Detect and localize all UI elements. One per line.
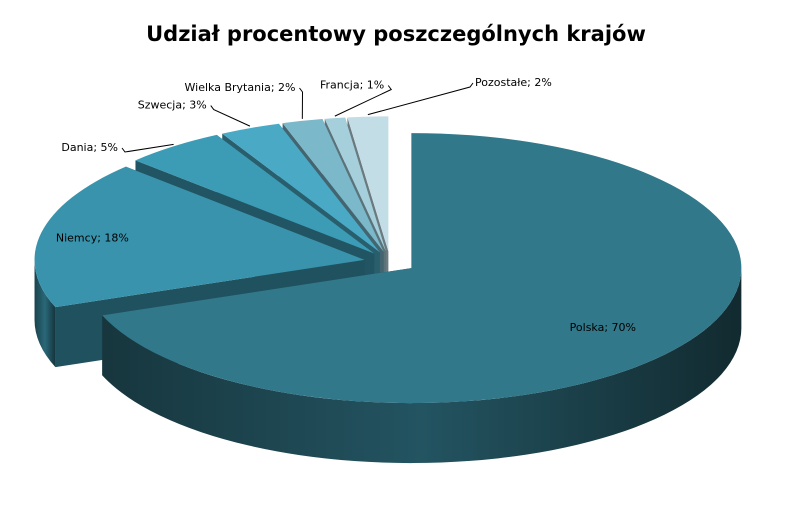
slice-side	[34, 259, 56, 368]
slice-side	[102, 268, 742, 464]
slice	[222, 123, 380, 253]
data-label: Dania; 5%	[61, 141, 118, 154]
slice	[102, 133, 742, 404]
data-label: Polska; 70%	[570, 321, 636, 334]
slice	[282, 119, 384, 252]
data-label: Wielka Brytania; 2%	[185, 81, 296, 94]
slice	[135, 134, 375, 254]
data-label: Francja; 1%	[320, 79, 384, 92]
slice	[324, 117, 386, 252]
chart-title: Udział procentowy poszczególnych krajów	[146, 22, 646, 46]
data-label: Szwecja; 3%	[138, 99, 207, 112]
slice	[34, 166, 365, 308]
slice	[347, 116, 389, 252]
leader-line	[121, 143, 174, 153]
data-label: Niemcy; 18%	[56, 232, 129, 245]
leader-line	[334, 85, 393, 117]
data-label: Pozostałe; 2%	[475, 76, 552, 89]
leader-line	[210, 105, 251, 127]
leader-line	[299, 87, 304, 119]
leader-line	[367, 82, 474, 116]
